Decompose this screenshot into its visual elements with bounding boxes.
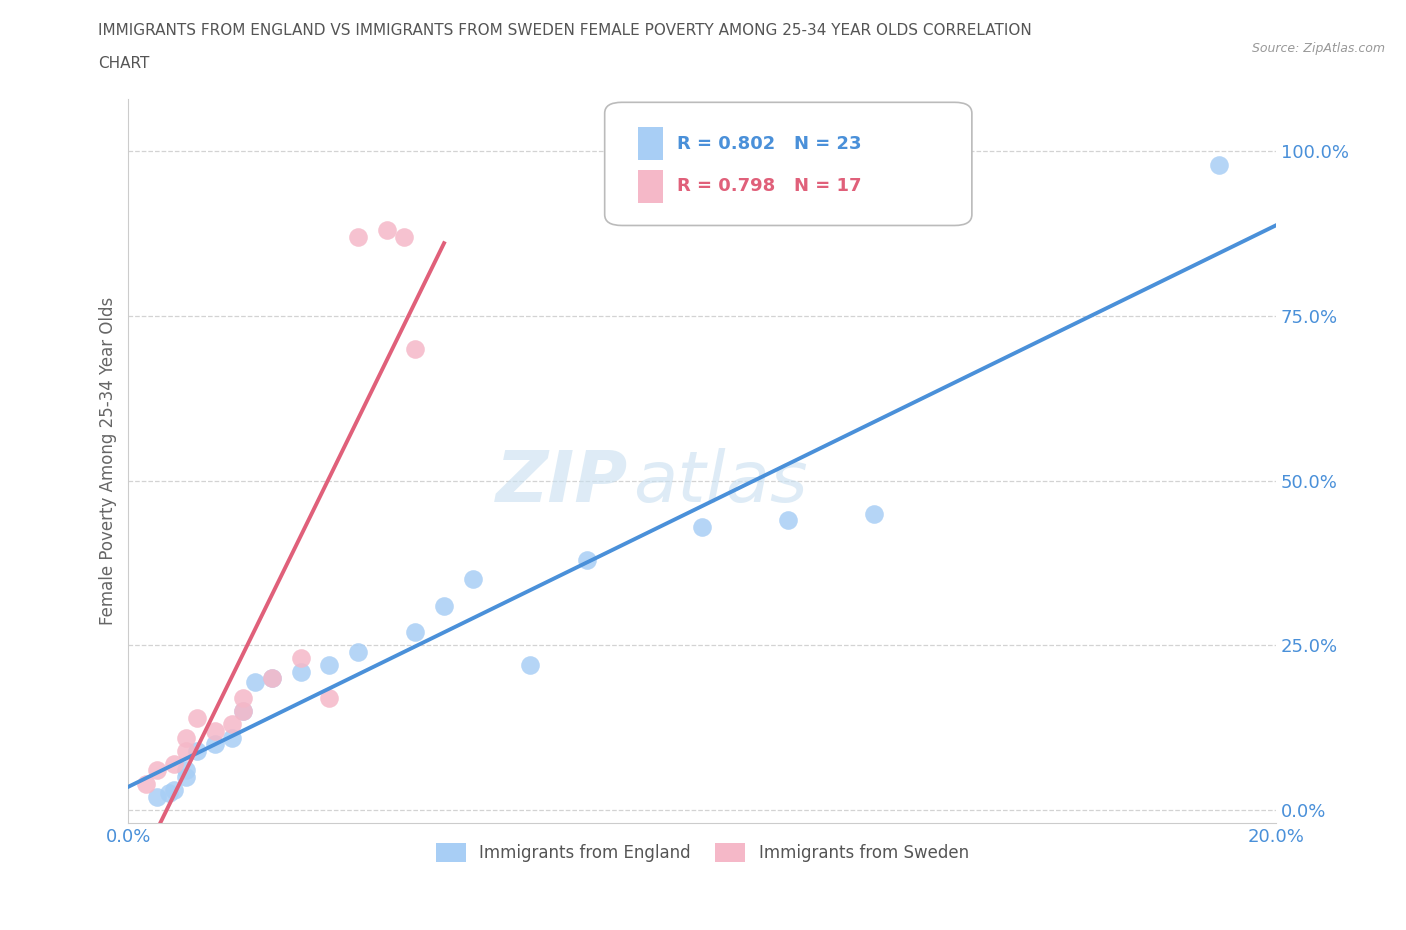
Point [135,777,157,791]
Y-axis label: Female Poverty Among 25-34 Year Olds: Female Poverty Among 25-34 Year Olds [100,297,117,625]
Legend: Immigrants from England, Immigrants from Sweden: Immigrants from England, Immigrants from… [429,837,976,870]
FancyBboxPatch shape [638,170,664,203]
Point [347,644,370,659]
Point [232,691,254,706]
Point [318,691,340,706]
Point [146,790,169,804]
Point [375,223,398,238]
Point [863,506,886,521]
Text: CHART: CHART [98,56,150,71]
Point [163,756,186,771]
Text: R = 0.798   N = 17: R = 0.798 N = 17 [676,178,862,195]
Point [146,763,169,777]
FancyBboxPatch shape [605,102,972,225]
Text: ZIP: ZIP [495,448,627,517]
Point [1208,157,1230,172]
FancyBboxPatch shape [638,127,664,160]
Point [174,730,197,745]
Point [204,724,226,738]
Point [576,552,599,567]
Point [243,674,266,689]
Point [157,786,180,801]
Point [260,671,283,685]
Point [232,704,254,719]
Point [347,230,370,245]
Point [232,704,254,719]
Text: IMMIGRANTS FROM ENGLAND VS IMMIGRANTS FROM SWEDEN FEMALE POVERTY AMONG 25-34 YEA: IMMIGRANTS FROM ENGLAND VS IMMIGRANTS FR… [98,23,1032,38]
Point [778,512,800,527]
Point [318,658,340,672]
Point [404,341,426,356]
Point [519,658,541,672]
Text: R = 0.802   N = 23: R = 0.802 N = 23 [676,135,862,153]
Point [186,743,208,758]
Text: atlas: atlas [633,448,808,517]
Point [290,651,312,666]
Point [174,743,197,758]
Point [204,737,226,751]
Point [221,717,243,732]
Point [260,671,283,685]
Point [186,711,208,725]
Point [433,598,456,613]
Point [404,625,426,640]
Point [290,664,312,679]
Point [174,763,197,777]
Point [690,519,713,534]
Point [221,730,243,745]
Text: Source: ZipAtlas.com: Source: ZipAtlas.com [1251,42,1385,55]
Point [174,770,197,785]
Point [392,230,415,245]
Point [461,572,484,587]
Point [163,783,186,798]
